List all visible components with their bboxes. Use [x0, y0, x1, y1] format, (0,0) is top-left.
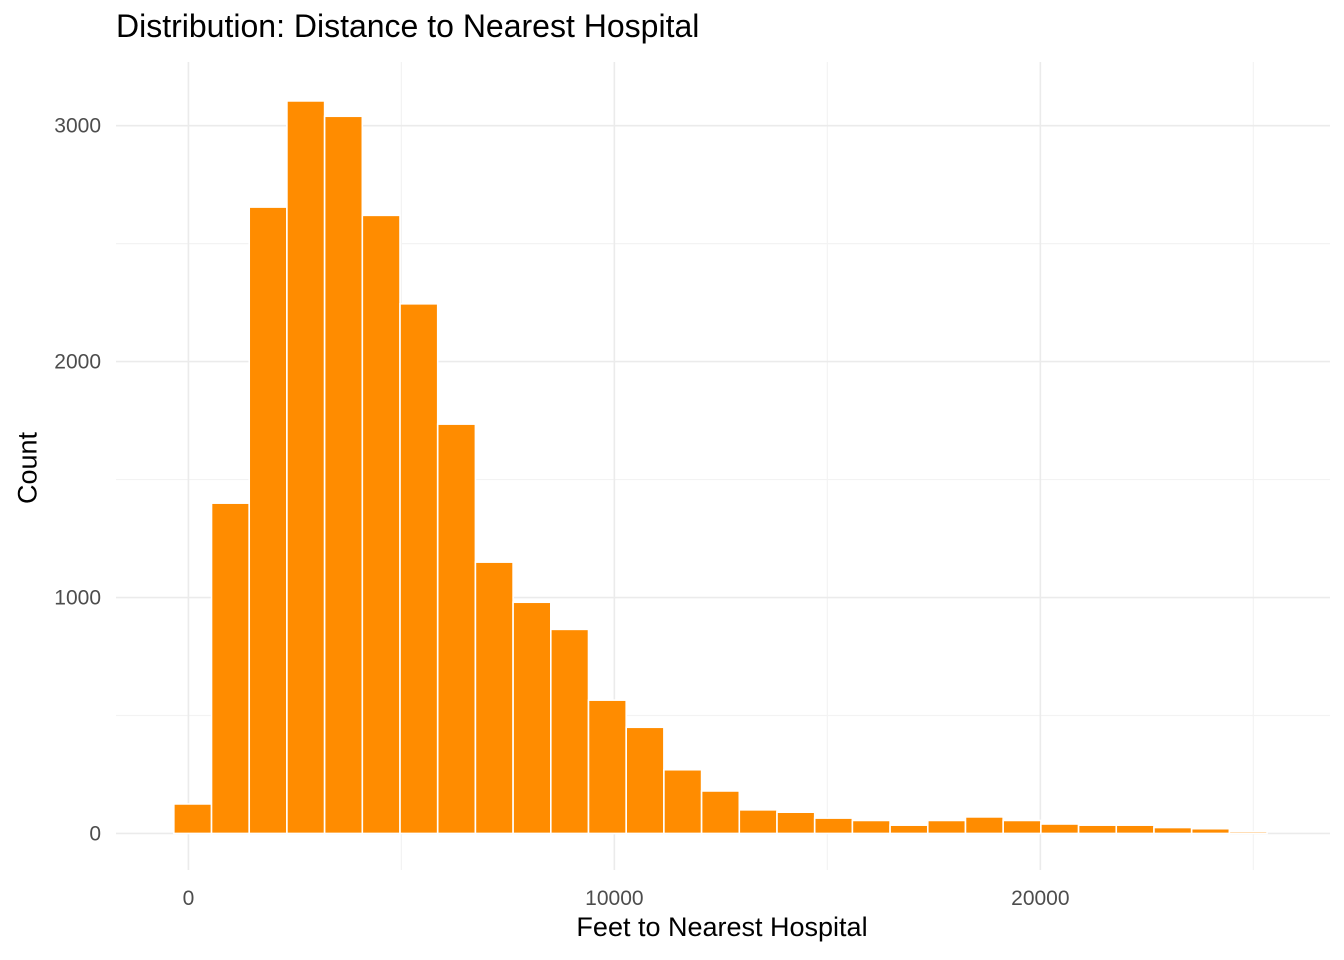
- histogram-bar: [248, 206, 288, 835]
- histogram-bar: [1077, 824, 1118, 835]
- histogram-bar: [1153, 826, 1193, 835]
- histogram-bar: [550, 628, 590, 835]
- histogram-bar: [738, 809, 778, 835]
- histogram-bar: [173, 803, 213, 835]
- histogram-bar: [361, 214, 401, 835]
- histogram-bar: [587, 699, 627, 835]
- histogram-bar: [926, 819, 967, 835]
- y-tick-label: 2000: [54, 351, 101, 374]
- histogram-bar: [1115, 824, 1155, 835]
- y-axis-title: Count: [12, 431, 43, 505]
- histogram-bar: [512, 601, 552, 835]
- histogram-bar: [474, 561, 514, 835]
- histogram-bar: [286, 100, 326, 835]
- histogram-bar: [1040, 823, 1080, 835]
- histogram-bar: [851, 819, 891, 835]
- x-axis-title: Feet to Nearest Hospital: [576, 912, 868, 942]
- histogram-bar: [1190, 827, 1231, 835]
- chart-title: Distribution: Distance to Nearest Hospit…: [116, 8, 700, 44]
- histogram-bar: [399, 303, 439, 835]
- histogram-bar: [813, 817, 854, 835]
- histogram-bar: [436, 423, 477, 835]
- histogram-bar: [323, 115, 364, 835]
- histogram-bar: [776, 811, 816, 835]
- histogram-bar: [964, 816, 1004, 835]
- histogram-bar: [700, 790, 741, 835]
- y-tick-label: 0: [89, 822, 101, 845]
- y-tick-label: 1000: [54, 587, 101, 610]
- histogram-bar: [210, 502, 251, 835]
- histogram-bar: [625, 726, 665, 835]
- y-tick-label: 3000: [54, 115, 101, 138]
- x-tick-label: 10000: [585, 887, 643, 910]
- histogram-bar: [1002, 819, 1042, 835]
- x-tick-label: 20000: [1011, 887, 1069, 910]
- x-tick-label: 0: [183, 887, 195, 910]
- histogram-bar: [1228, 830, 1268, 835]
- histogram-bar: [889, 824, 929, 835]
- histogram-bar: [663, 768, 703, 835]
